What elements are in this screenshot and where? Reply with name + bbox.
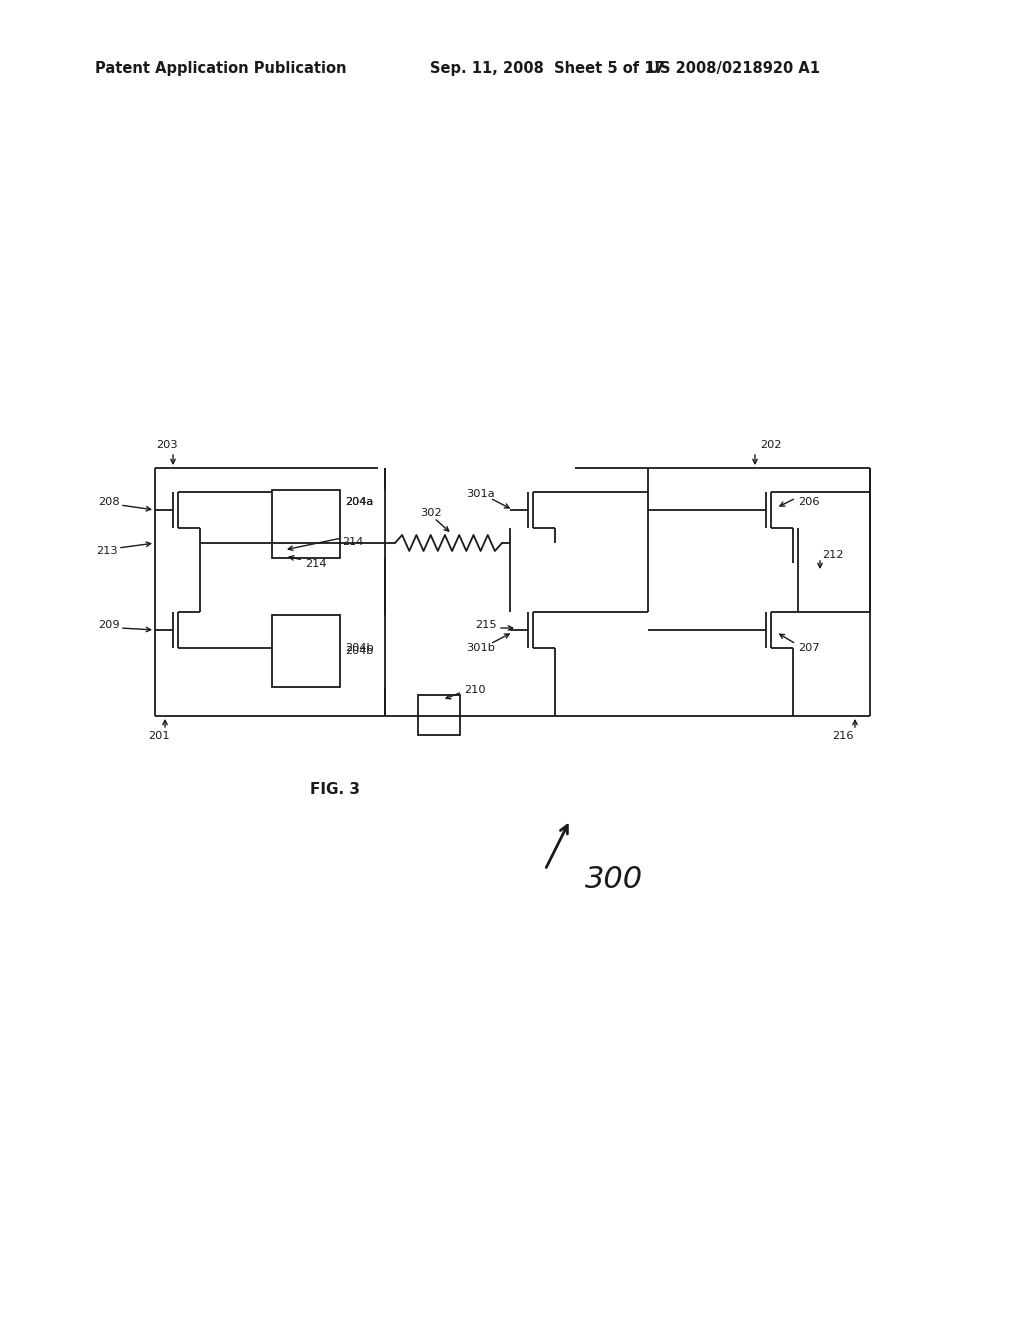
Text: 202: 202 [760, 440, 781, 450]
Text: 207: 207 [798, 643, 819, 653]
Text: 204b: 204b [345, 645, 374, 656]
Text: 204b: 204b [345, 643, 374, 653]
Text: 216: 216 [831, 731, 853, 741]
Text: 301a: 301a [466, 488, 495, 499]
Text: 210: 210 [464, 685, 485, 696]
Text: Patent Application Publication: Patent Application Publication [95, 61, 346, 75]
Text: 214: 214 [305, 558, 327, 569]
Text: 302: 302 [420, 508, 441, 517]
Text: 300: 300 [585, 866, 643, 895]
Bar [272, 490, 340, 558]
Text: US 2008/0218920 A1: US 2008/0218920 A1 [648, 61, 820, 75]
Text: 203: 203 [156, 440, 177, 450]
Text: 208: 208 [98, 498, 120, 507]
Text: 215: 215 [475, 620, 497, 630]
Text: Sep. 11, 2008  Sheet 5 of 17: Sep. 11, 2008 Sheet 5 of 17 [430, 61, 665, 75]
Text: 201: 201 [148, 731, 170, 741]
Text: 206: 206 [798, 498, 819, 507]
Bar [418, 696, 460, 735]
Bar [272, 615, 340, 686]
Text: 213: 213 [96, 546, 118, 556]
Text: 209: 209 [98, 620, 120, 630]
Text: FIG. 3: FIG. 3 [310, 783, 360, 797]
Text: 212: 212 [822, 550, 844, 560]
Text: 214: 214 [342, 537, 364, 546]
Text: 204a: 204a [345, 498, 374, 507]
Text: 204a: 204a [345, 498, 373, 507]
Text: 301b: 301b [466, 643, 495, 653]
